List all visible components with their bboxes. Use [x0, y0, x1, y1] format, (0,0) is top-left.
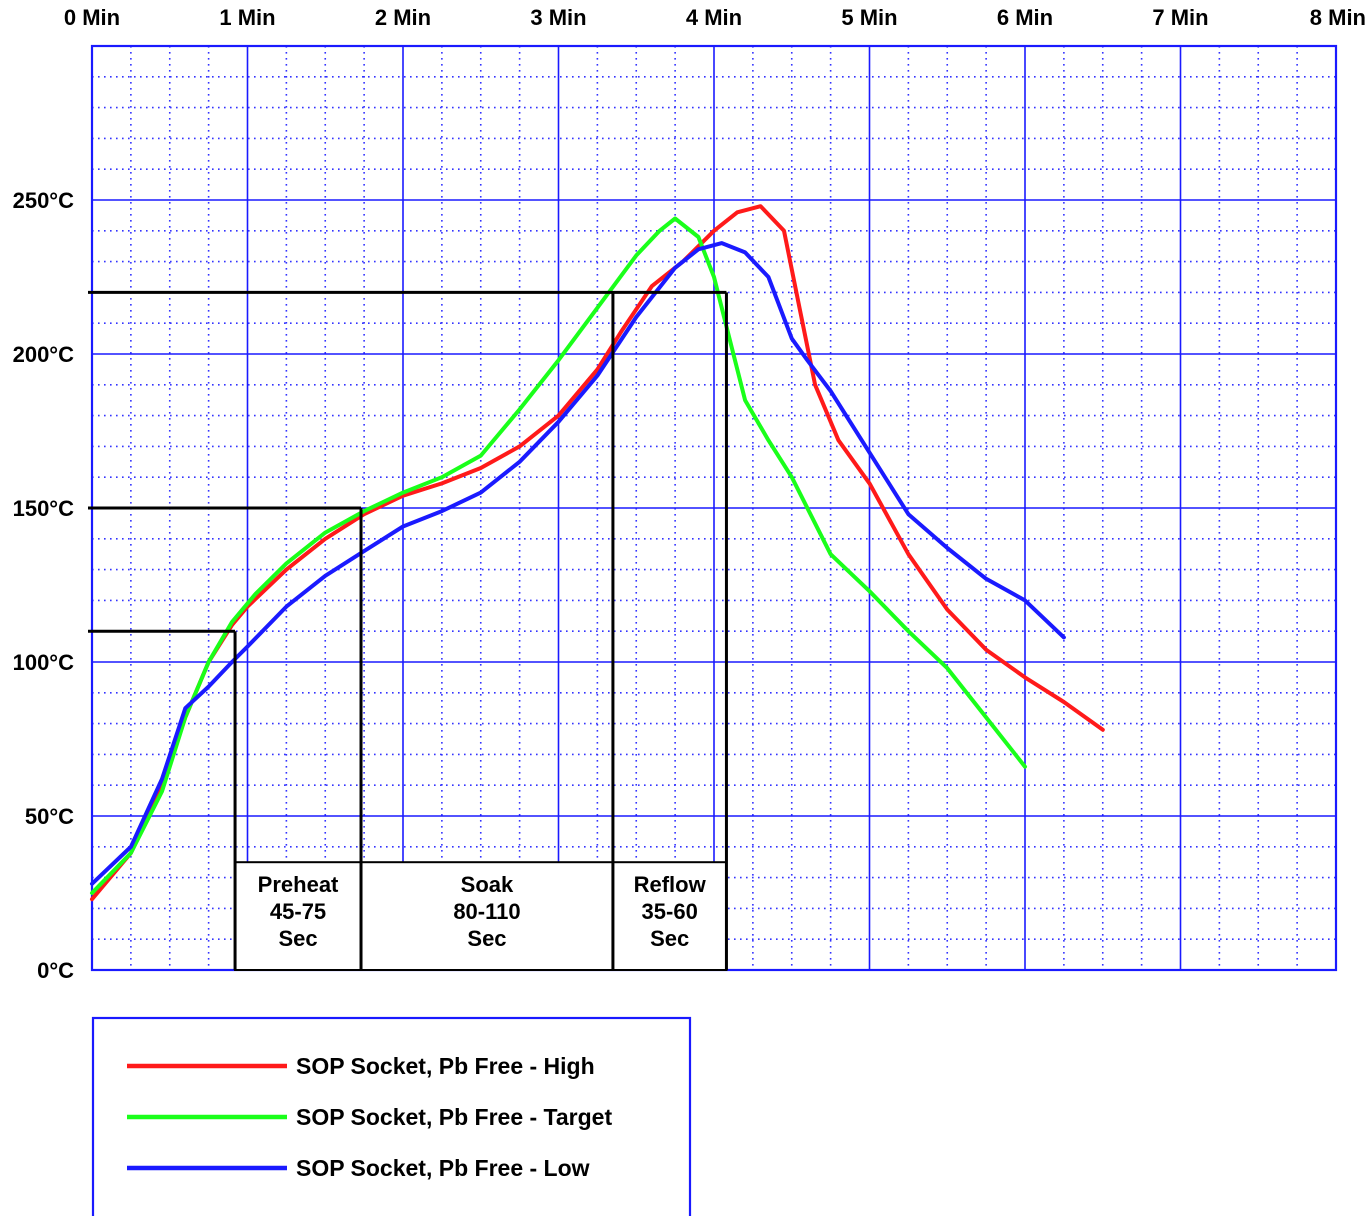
- phase-label: 35-60: [642, 899, 698, 924]
- y-tick-label: 100°C: [13, 650, 75, 675]
- y-tick-label: 150°C: [13, 496, 75, 521]
- series-line: [90, 241, 1066, 886]
- phase-label: 80-110: [453, 899, 520, 924]
- legend-label: SOP Socket, Pb Free - Target: [296, 1104, 612, 1130]
- y-tick-label: 0°C: [37, 958, 74, 983]
- x-tick-label: 2 Min: [375, 5, 431, 30]
- x-tick-label: 0 Min: [64, 5, 120, 30]
- x-axis-ticks: 0 Min 1 Min 2 Min 3 Min 4 Min 5 Min 6 Min 7 Min…: [64, 5, 1366, 30]
- legend: SOP Socket, Pb Free - High SOP Socket, Pb…: [91, 1016, 692, 1216]
- phase-label: Sec: [467, 926, 506, 951]
- phase-label: 45-75: [270, 899, 326, 924]
- phase-boxes: Preheat45-75SecSoak80-110SecReflow35-60S…: [88, 290, 728, 972]
- x-tick-label: 6 Min: [997, 5, 1053, 30]
- y-tick-label: 200°C: [13, 342, 75, 367]
- phase-label: Sec: [650, 926, 689, 951]
- y-tick-label: 250°C: [13, 188, 75, 213]
- x-tick-label: 8 Min: [1310, 5, 1366, 30]
- phase-label: Soak: [461, 872, 514, 897]
- phase-label: Reflow: [634, 872, 707, 897]
- x-tick-label: 1 Min: [219, 5, 275, 30]
- legend-label: SOP Socket, Pb Free - High: [296, 1053, 595, 1079]
- series-lines: [90, 204, 1105, 902]
- phase-label: Preheat: [258, 872, 339, 897]
- x-tick-label: 7 Min: [1152, 5, 1208, 30]
- y-axis-ticks: 0°C 50°C 100°C 150°C 200°C 250°C: [13, 188, 75, 983]
- x-tick-label: 3 Min: [530, 5, 586, 30]
- x-tick-label: 5 Min: [841, 5, 897, 30]
- phase-label: Sec: [278, 926, 317, 951]
- legend-label: SOP Socket, Pb Free - Low: [296, 1155, 590, 1181]
- phase-box: [611, 861, 728, 972]
- phase-box: [360, 861, 614, 972]
- x-tick-label: 4 Min: [686, 5, 742, 30]
- series-line: [90, 216, 1027, 895]
- y-tick-label: 50°C: [25, 804, 74, 829]
